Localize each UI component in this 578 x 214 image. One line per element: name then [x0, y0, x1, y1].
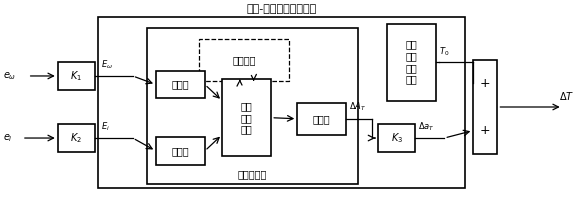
Bar	[58, 62, 95, 90]
Text: $\Delta A_T$: $\Delta A_T$	[349, 101, 366, 113]
Text: $T_0$: $T_0$	[439, 45, 450, 58]
Bar	[222, 79, 271, 156]
Text: 模糊
控制
规则: 模糊 控制 规则	[241, 101, 253, 134]
Text: 模糊化: 模糊化	[172, 146, 189, 156]
Bar	[58, 124, 95, 152]
Text: $E_\omega$: $E_\omega$	[101, 58, 113, 71]
Text: 神经网络: 神经网络	[232, 55, 255, 65]
Text: +: +	[480, 77, 491, 90]
Text: 解模糊: 解模糊	[313, 114, 331, 124]
Text: 模糊控制器: 模糊控制器	[238, 169, 267, 179]
Text: $K_3$: $K_3$	[391, 131, 403, 145]
Bar	[473, 60, 498, 154]
Text: 模糊-神经混合智能调节: 模糊-神经混合智能调节	[246, 4, 316, 14]
Text: $\Delta a_T$: $\Delta a_T$	[418, 120, 435, 133]
Bar	[156, 137, 205, 165]
Text: $e_\omega$: $e_\omega$	[3, 70, 16, 82]
Text: 模糊化: 模糊化	[172, 80, 189, 89]
Text: $\Delta T$: $\Delta T$	[558, 90, 574, 102]
Text: $E_i$: $E_i$	[101, 120, 110, 133]
Bar	[378, 124, 416, 152]
Bar	[199, 39, 288, 81]
Text: +: +	[480, 124, 491, 137]
Bar	[297, 103, 346, 135]
Bar	[156, 71, 205, 98]
Bar	[387, 24, 436, 101]
Bar	[98, 17, 465, 188]
Text: $K_2$: $K_2$	[71, 131, 83, 145]
Text: $e_i$: $e_i$	[3, 132, 13, 144]
Text: 滞环
宽度
基值
确定: 滞环 宽度 基值 确定	[405, 40, 417, 85]
Text: $K_1$: $K_1$	[71, 69, 83, 83]
Bar	[147, 28, 358, 184]
